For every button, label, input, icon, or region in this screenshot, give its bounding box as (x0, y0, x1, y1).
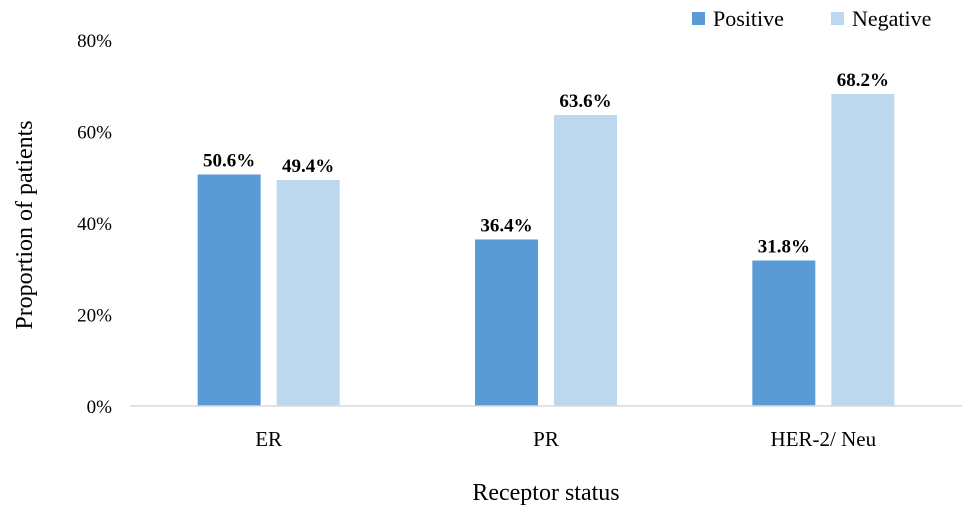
data-label: 63.6% (559, 91, 611, 112)
x-category-label: HER-2/ Neu (771, 427, 877, 451)
y-tick-label: 20% (77, 306, 112, 327)
bar-positive-0 (197, 174, 261, 406)
x-axis-title: Receptor status (472, 480, 619, 506)
data-labels: 50.6% 49.4% 36.4% 63.6% 31.8% 68.2% (203, 70, 889, 258)
data-label: 36.4% (480, 215, 532, 236)
bar-positive-2 (752, 260, 816, 406)
data-label: 49.4% (282, 156, 334, 177)
x-axis-categories: ER PR HER-2/ Neu (255, 427, 876, 451)
y-tick-label: 60% (77, 123, 112, 144)
bar-negative-2 (831, 93, 895, 407)
y-axis-ticks: 0% 20% 40% 60% 80% (77, 31, 112, 418)
data-label: 31.8% (758, 237, 810, 258)
legend-swatch-negative (831, 12, 844, 25)
y-axis-title: Proportion of patients (12, 120, 38, 329)
x-category-label: PR (533, 427, 559, 451)
legend: Positive Negative (692, 6, 931, 31)
x-category-label: ER (255, 427, 282, 451)
bar-negative-1 (554, 115, 617, 406)
data-label: 68.2% (837, 70, 889, 91)
y-tick-label: 0% (87, 397, 113, 418)
legend-swatch-positive (692, 12, 705, 25)
y-tick-label: 80% (77, 31, 112, 52)
y-tick-label: 40% (77, 214, 112, 235)
bar-negative-0 (276, 179, 340, 406)
bars (197, 93, 895, 407)
data-label: 50.6% (203, 151, 255, 172)
legend-label-negative: Negative (852, 6, 931, 31)
bar-positive-1 (475, 239, 538, 406)
legend-label-positive: Positive (713, 6, 784, 31)
